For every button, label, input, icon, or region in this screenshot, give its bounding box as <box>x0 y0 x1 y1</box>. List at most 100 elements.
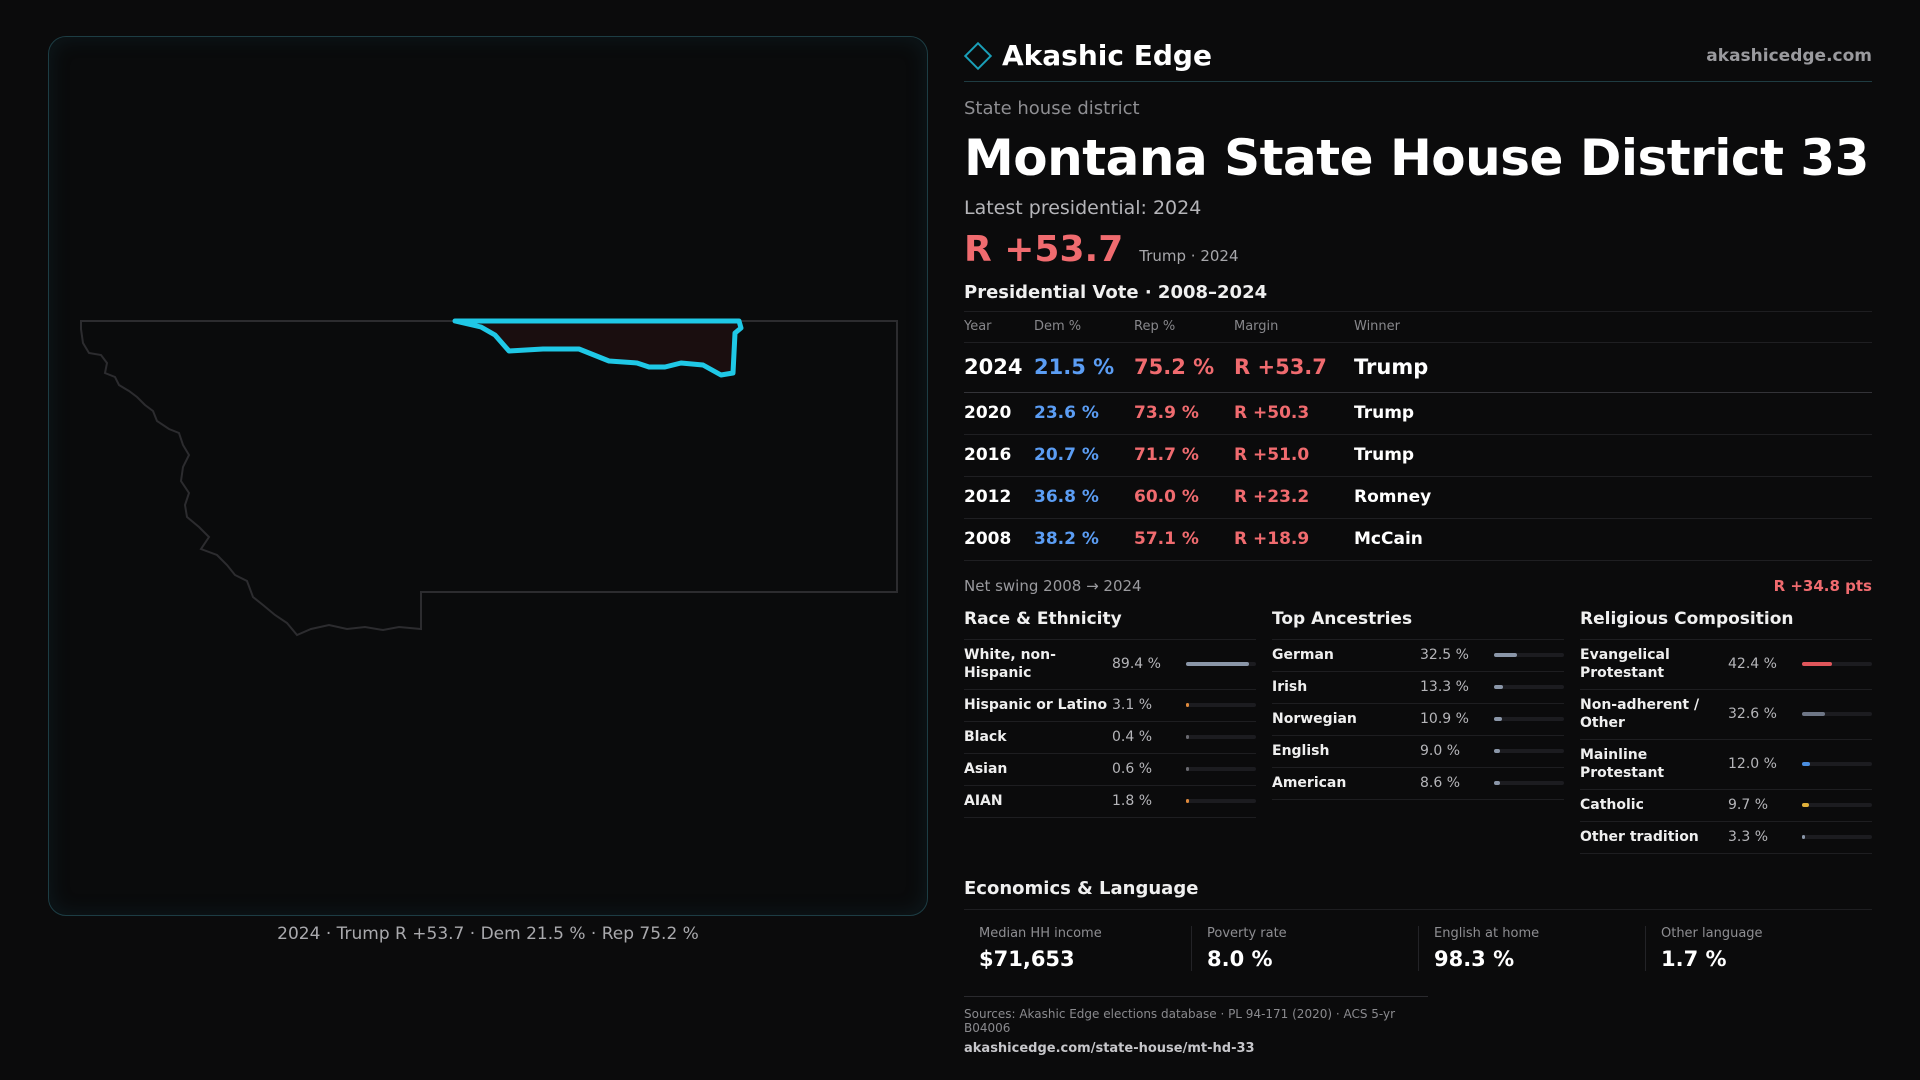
item-label: White, non-Hispanic <box>964 647 1056 681</box>
item-value: 1.8 % <box>1112 793 1153 809</box>
margin-cell: R +23.2 <box>1234 476 1354 519</box>
item-label: Non-adherent / Other <box>1580 697 1700 731</box>
econ-stat: Median HH income $71,653 <box>964 926 1191 971</box>
margin-cell: R +18.9 <box>1234 518 1354 561</box>
headline-subtitle: Trump · 2024 <box>1139 247 1239 265</box>
list-item: AIAN 1.8 % <box>964 786 1256 818</box>
list-item: Other tradition 3.3 % <box>1580 822 1872 854</box>
item-label: Catholic <box>1580 797 1644 813</box>
presidential-vote-table: Year Dem % Rep % Margin Winner 2024 21.5… <box>964 312 1872 561</box>
demographics-columns: Race & Ethnicity White, non-Hispanic 89.4… <box>964 609 1872 854</box>
share-bar-fill <box>1802 835 1805 839</box>
list-item: Catholic 9.7 % <box>1580 790 1872 822</box>
item-value: 0.6 % <box>1112 761 1153 777</box>
item-label: American <box>1272 775 1347 791</box>
list-item: Hispanic or Latino 3.1 % <box>964 690 1256 722</box>
dem-cell: 38.2 % <box>1034 518 1134 561</box>
share-bar-track <box>1186 735 1256 739</box>
econ-stat-label: Poverty rate <box>1206 925 1287 941</box>
item-value: 89.4 % <box>1112 656 1161 672</box>
share-bar-track <box>1186 662 1256 666</box>
item-value: 32.6 % <box>1728 706 1777 722</box>
list-item: English 9.0 % <box>1272 736 1564 768</box>
net-swing-row: Net swing 2008 → 2024 R +34.8 pts <box>964 577 1872 595</box>
share-bar-fill <box>1186 703 1189 707</box>
item-value: 10.9 % <box>1420 711 1469 727</box>
share-bar-track <box>1494 653 1564 657</box>
share-bar-track <box>1186 703 1256 707</box>
winner-cell: Trump <box>1354 342 1872 393</box>
item-label: English <box>1272 743 1330 759</box>
race-ethnicity-section: Race & Ethnicity White, non-Hispanic 89.4… <box>964 609 1256 854</box>
dem-cell: 23.6 % <box>1034 392 1134 435</box>
rep-cell: 60.0 % <box>1134 476 1234 519</box>
map-caption: 2024 · Trump R +53.7 · Dem 21.5 % · Rep … <box>277 924 699 944</box>
net-swing-label: Net swing 2008 → 2024 <box>964 576 1142 595</box>
item-value: 3.1 % <box>1112 697 1153 713</box>
year-cell: 2016 <box>964 434 1034 477</box>
sources-url-link[interactable]: akashicedge.com/state-house/mt-hd-33 <box>964 1041 1255 1056</box>
item-label: Irish <box>1272 679 1308 695</box>
table-header-row: Year Dem % Rep % Margin Winner <box>964 312 1872 343</box>
item-label: AIAN <box>964 793 1003 809</box>
map-panel[interactable] <box>48 36 928 916</box>
list-item: Non-adherent / Other 32.6 % <box>1580 690 1872 740</box>
margin-cell: R +53.7 <box>1234 342 1354 393</box>
table-row: 2024 21.5 % 75.2 % R +53.7 Trump <box>964 342 1872 393</box>
table-row: 2020 23.6 % 73.9 % R +50.3 Trump <box>964 392 1872 435</box>
info-panel: Akashic Edge akashicedge.com State house… <box>963 30 1872 971</box>
table-row: 2008 38.2 % 57.1 % R +18.9 McCain <box>964 518 1872 561</box>
list-item: German 32.5 % <box>1272 640 1564 672</box>
rep-cell: 73.9 % <box>1134 392 1234 435</box>
item-label: Hispanic or Latino <box>964 697 1108 713</box>
share-bar-fill <box>1494 781 1501 785</box>
econ-stat-value: 1.7 % <box>1660 946 1727 971</box>
brand-name: Akashic Edge <box>1002 39 1212 72</box>
econ-stat-label: Median HH income <box>979 925 1102 941</box>
econ-stat-label: English at home <box>1433 925 1540 941</box>
col-margin-header: Margin <box>1234 312 1354 343</box>
share-bar-track <box>1494 717 1564 721</box>
latest-presidential-label: Latest presidential: 2024 <box>964 197 1202 219</box>
page-title: Montana State House District 33 <box>964 129 1869 187</box>
share-bar-fill <box>1802 762 1811 766</box>
winner-cell: Trump <box>1354 392 1872 435</box>
brand-url-link[interactable]: akashicedge.com <box>1706 45 1872 66</box>
col-year-header: Year <box>964 312 1034 343</box>
econ-stat-label: Other language <box>1660 925 1763 941</box>
sources-footer: Sources: Akashic Edge elections database… <box>964 996 1428 1056</box>
state-outline <box>80 320 898 637</box>
ancestry-list: German 32.5 % Irish 13.3 % Norwegian 10.9 % En… <box>1272 640 1564 800</box>
table-row: 2016 20.7 % 71.7 % R +51.0 Trump <box>964 434 1872 477</box>
item-label: Evangelical Protestant <box>1580 647 1670 681</box>
share-bar-track <box>1802 803 1872 807</box>
year-cell: 2020 <box>964 392 1034 435</box>
montana-map[interactable] <box>49 37 929 917</box>
share-bar-fill <box>1802 803 1809 807</box>
year-cell: 2008 <box>964 518 1034 561</box>
item-value: 13.3 % <box>1420 679 1469 695</box>
item-label: Asian <box>964 761 1008 777</box>
share-bar-fill <box>1186 662 1249 666</box>
sources-line: Sources: Akashic Edge elections database… <box>964 1007 1396 1035</box>
share-bar-track <box>1802 835 1872 839</box>
col-winner-header: Winner <box>1354 312 1872 343</box>
econ-stat-value: $71,653 <box>979 946 1075 971</box>
brand[interactable]: Akashic Edge <box>963 39 1212 72</box>
econ-stat: Poverty rate 8.0 % <box>1190 925 1418 971</box>
item-value: 12.0 % <box>1728 756 1777 772</box>
winner-cell: McCain <box>1354 518 1872 561</box>
list-item: Mainline Protestant 12.0 % <box>1580 740 1872 790</box>
share-bar-track <box>1186 767 1256 771</box>
list-item: White, non-Hispanic 89.4 % <box>964 640 1256 690</box>
col-rep-header: Rep % <box>1134 312 1234 343</box>
district-shape[interactable] <box>452 318 744 378</box>
winner-cell: Romney <box>1354 476 1872 519</box>
item-label: Other tradition <box>1580 829 1699 845</box>
item-value: 0.4 % <box>1112 729 1153 745</box>
rep-cell: 57.1 % <box>1134 518 1234 561</box>
list-item: Evangelical Protestant 42.4 % <box>1580 640 1872 690</box>
headline-margin-row: R +53.7 Trump · 2024 <box>964 229 1872 270</box>
share-bar-track <box>1802 662 1872 666</box>
